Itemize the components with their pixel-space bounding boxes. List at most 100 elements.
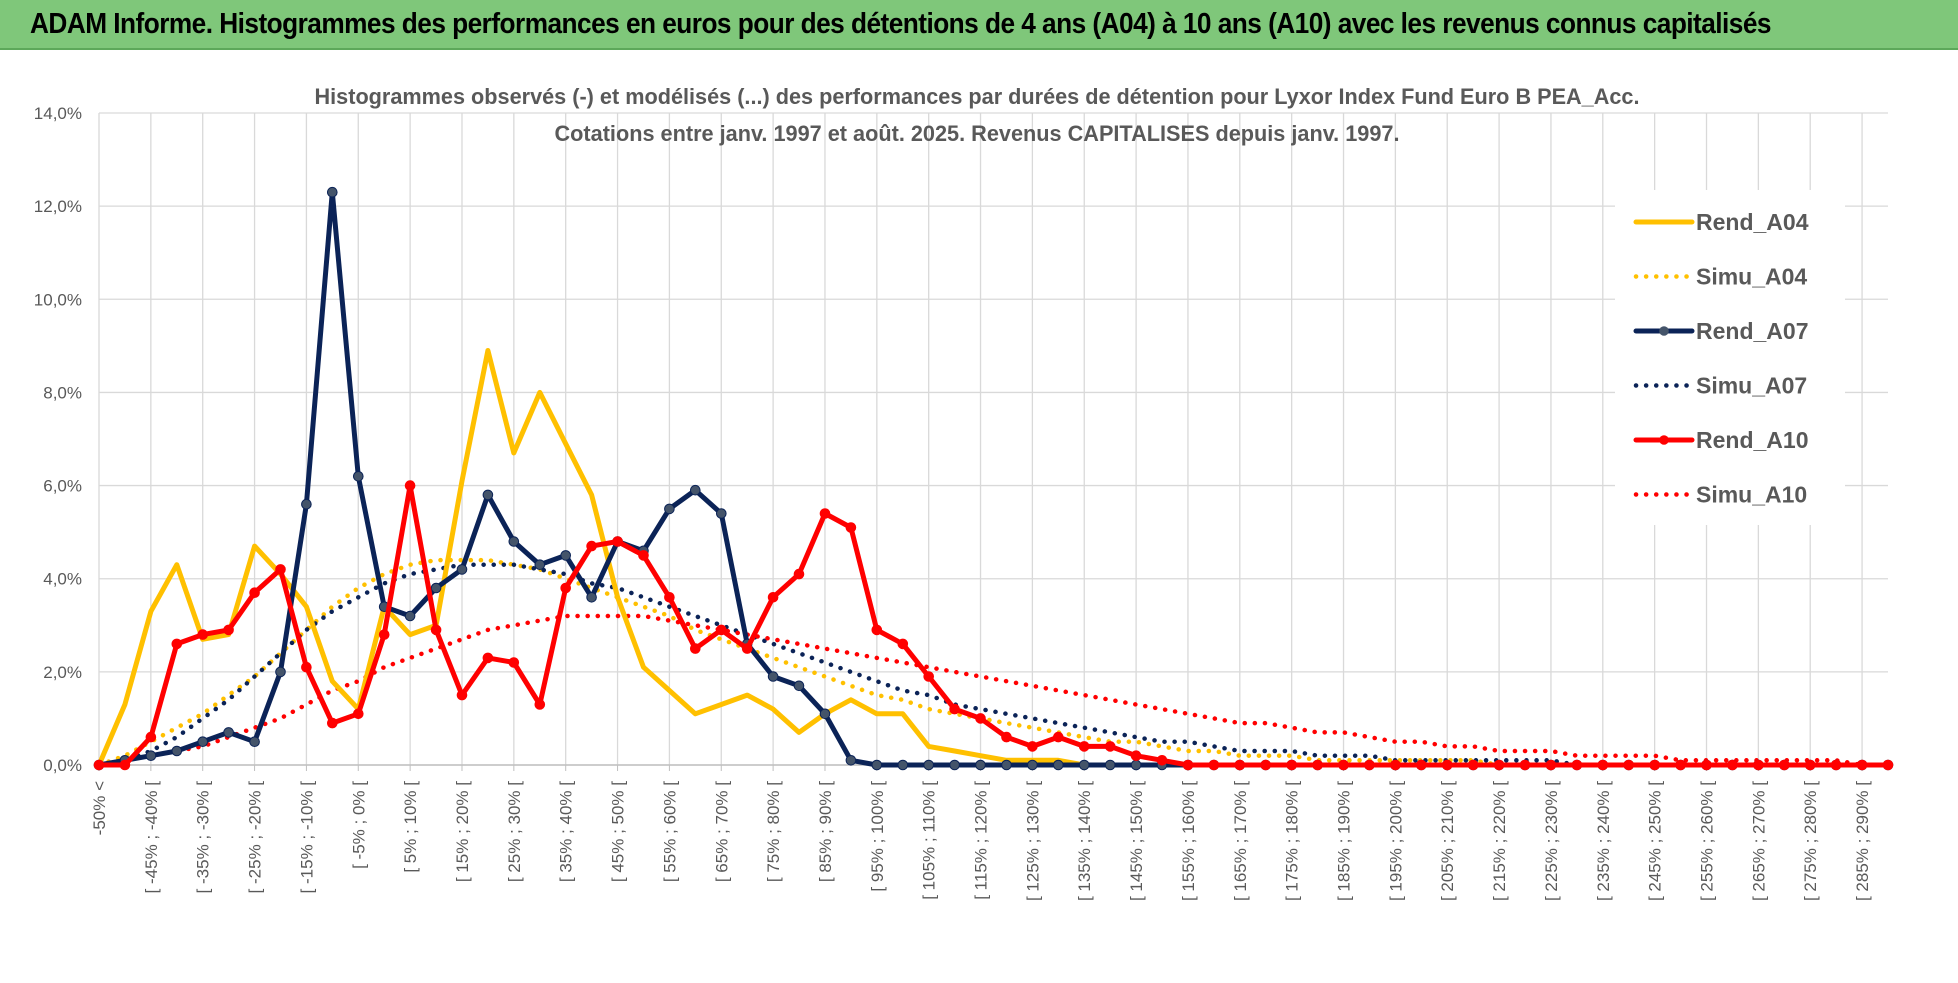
point-rend-a10 <box>1830 759 1842 771</box>
point-rend-a10 <box>1882 759 1894 771</box>
point-rend-a10 <box>1312 759 1323 771</box>
x-tick-label: [ 65% ; 70% [ <box>712 781 731 882</box>
point-rend-a10 <box>664 592 675 603</box>
x-tick-label: [ 25% ; 30% [ <box>505 781 524 882</box>
point-rend-a07 <box>534 559 546 571</box>
x-tick-label: [ 285% ; 290% [ <box>1853 781 1872 901</box>
x-tick-label: [ 135% ; 140% [ <box>1075 781 1094 901</box>
point-rend-a10 <box>1804 759 1816 771</box>
point-rend-a10 <box>1260 759 1271 771</box>
y-axis-ticks: 0,0% 2,0% 4,0% 6,0% 8,0% 10,0% 12,0% 14,0% <box>34 104 82 775</box>
point-rend-a10 <box>1623 759 1634 771</box>
x-tick-label: -50% < <box>90 781 109 835</box>
x-tick-label: [ -35% ; -30% [ <box>194 781 213 894</box>
point-rend-a10 <box>845 522 857 533</box>
point-rend-a10 <box>482 652 494 664</box>
point-rend-a10 <box>793 568 805 580</box>
point-rend-a07 <box>456 564 468 575</box>
point-rend-a07 <box>145 750 157 762</box>
point-rend-a07 <box>301 498 312 510</box>
point-rend-a07 <box>327 186 338 198</box>
point-rend-a10 <box>1364 759 1375 771</box>
x-tick-label: [ -25% ; -20% [ <box>246 781 265 894</box>
x-tick-label: [ 235% ; 240% [ <box>1594 781 1613 901</box>
point-rend-a10 <box>1104 741 1116 752</box>
point-rend-a07 <box>690 484 701 496</box>
point-rend-a10 <box>404 480 416 491</box>
legend-label: Rend_A04 <box>1696 209 1809 235</box>
histogram-chart: 0,0% 2,0% 4,0% 6,0% 8,0% 10,0% 12,0% 14,0% -50%… <box>34 84 1894 901</box>
point-rend-a10 <box>897 638 909 650</box>
x-axis-ticks: -50% < [ -45% ; -40% [[ -35% ; -30% [[ -2… <box>90 781 1872 901</box>
point-rend-a07 <box>586 592 597 603</box>
point-rend-a10 <box>1156 755 1168 766</box>
series-rend-a10 <box>96 483 1891 768</box>
point-rend-a10 <box>508 657 520 668</box>
legend-marker <box>1659 326 1669 336</box>
point-rend-a07 <box>871 759 883 771</box>
x-tick-label: [ 195% ; 200% [ <box>1386 781 1405 901</box>
y-tick-label: 2,0% <box>43 663 82 682</box>
point-rend-a10 <box>249 587 260 599</box>
point-rend-a07 <box>171 745 183 757</box>
point-rend-a07 <box>560 550 572 561</box>
point-rend-a10 <box>119 759 131 771</box>
point-rend-a10 <box>1571 759 1583 771</box>
point-rend-a10 <box>223 624 234 636</box>
x-tick-label: [ 115% ; 120% [ <box>972 781 991 900</box>
point-rend-a10 <box>741 643 753 654</box>
x-tick-label: [ 55% ; 60% [ <box>660 781 679 882</box>
point-rend-a10 <box>871 624 883 636</box>
legend-label: Rend_A10 <box>1696 427 1808 453</box>
point-rend-a10 <box>1130 750 1142 762</box>
point-rend-a07 <box>1053 759 1064 771</box>
legend-marker <box>1659 435 1669 445</box>
point-rend-a07 <box>1130 759 1142 771</box>
point-rend-a07 <box>845 755 857 766</box>
point-rend-a07 <box>353 471 364 482</box>
point-rend-a10 <box>975 713 986 724</box>
point-rend-a07 <box>664 503 675 515</box>
point-rend-a07 <box>793 680 805 692</box>
point-rend-a07 <box>897 759 909 771</box>
x-tick-label: [ -5% ; 0% [ <box>349 781 368 869</box>
y-tick-label: 4,0% <box>43 570 82 589</box>
point-rend-a10 <box>197 629 208 640</box>
point-rend-a10 <box>430 624 442 636</box>
x-tick-label: [ 85% ; 90% [ <box>816 781 835 882</box>
point-rend-a10 <box>767 592 779 603</box>
point-rend-a07 <box>1027 759 1038 771</box>
point-rend-a10 <box>716 624 727 636</box>
point-rend-a10 <box>1053 731 1064 743</box>
point-rend-a10 <box>456 689 468 701</box>
point-rend-a10 <box>1027 741 1038 752</box>
x-tick-label: [ 215% ; 220% [ <box>1490 781 1509 901</box>
y-tick-label: 10,0% <box>34 290 82 309</box>
point-rend-a07 <box>275 666 286 678</box>
point-rend-a10 <box>1856 759 1868 771</box>
y-tick-label: 6,0% <box>43 477 82 496</box>
point-rend-a07 <box>249 736 260 748</box>
point-rend-a10 <box>327 717 338 729</box>
x-tick-label: [ 95% ; 100% [ <box>868 781 887 892</box>
x-tick-label: [ 105% ; 110% [ <box>920 781 939 900</box>
point-rend-a10 <box>534 699 546 710</box>
x-tick-label: [ 225% ; 230% [ <box>1542 781 1561 901</box>
x-tick-label: [ 35% ; 40% [ <box>557 781 576 882</box>
point-rend-a10 <box>690 643 701 654</box>
point-rend-a07 <box>482 489 494 501</box>
point-rend-a10 <box>378 629 390 640</box>
y-tick-label: 12,0% <box>34 197 82 216</box>
report-banner: ADAM Informe. Histogrammes des performan… <box>0 0 1958 50</box>
legend-label: Rend_A07 <box>1696 318 1808 344</box>
point-rend-a10 <box>819 508 831 519</box>
x-tick-label: [ 125% ; 130% [ <box>1023 781 1042 901</box>
point-rend-a07 <box>767 671 779 682</box>
point-rend-a10 <box>145 731 157 743</box>
x-tick-label: [ 245% ; 250% [ <box>1646 781 1665 901</box>
point-rend-a07 <box>716 508 727 519</box>
point-rend-a07 <box>404 610 416 622</box>
legend: Rend_A04 Simu_A04 Rend_A07 Simu_A07 Rend_A10… <box>1615 190 1845 525</box>
point-rend-a07 <box>430 582 442 594</box>
point-rend-a07 <box>1078 759 1090 771</box>
